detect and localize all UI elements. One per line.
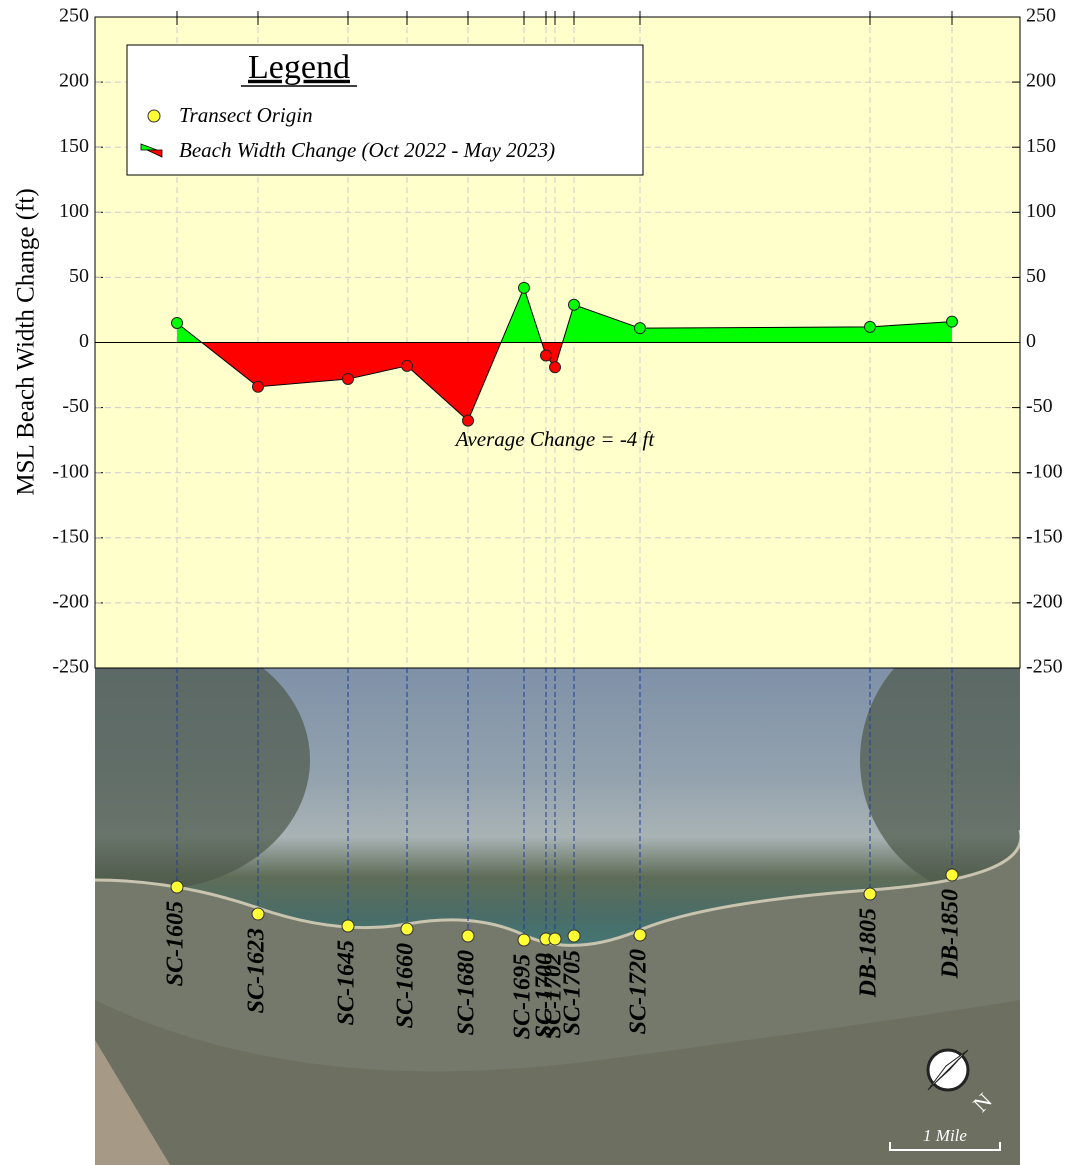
y-tick-label: 100 (59, 200, 89, 222)
point (635, 323, 646, 334)
transect-label: DB-1805 (856, 908, 882, 998)
point (519, 282, 530, 293)
map (0, 620, 1088, 1165)
y2-tick-label: 150 (1026, 135, 1056, 157)
point (402, 360, 413, 371)
y-tick-label: 150 (59, 135, 89, 157)
y-tick-label: 200 (59, 70, 89, 92)
legend-label: Transect Origin (179, 103, 313, 127)
y2-tick-label: 50 (1026, 265, 1046, 287)
transect-origin (462, 930, 474, 942)
y2-tick-label: 0 (1026, 330, 1036, 352)
transect-origin (634, 929, 646, 941)
point (343, 373, 354, 384)
point (865, 321, 876, 332)
transect-label: SC-1645 (334, 940, 360, 1025)
annotation: Average Change = -4 ft (454, 427, 656, 451)
transect-label: SC-1705 (560, 950, 586, 1035)
legend: Legend Transect Origin Beach Width Chang… (127, 45, 643, 175)
y-tick-label: -150 (52, 525, 89, 547)
transect-label: DB-1850 (938, 889, 964, 979)
transect-origin (946, 869, 958, 881)
y-tick-label: -50 (62, 395, 89, 417)
chart: MSL Beach Width Change (ft) Legend Trans… (0, 0, 1088, 1165)
legend-origin-symbol (148, 110, 160, 122)
transect-origin (252, 908, 264, 920)
point (947, 316, 958, 327)
point (172, 317, 183, 328)
y2-tick-label: -200 (1026, 590, 1063, 612)
point (541, 350, 552, 361)
y2-tick-label: -100 (1026, 460, 1063, 482)
transect-origin (401, 923, 413, 935)
transect-origin (342, 920, 354, 932)
y-tick-label: -250 (52, 656, 89, 678)
y2-tick-label: 100 (1026, 200, 1056, 222)
point (550, 362, 561, 373)
transect-label: SC-1720 (626, 949, 652, 1034)
y2-tick-label: -150 (1026, 525, 1063, 547)
transect-label: SC-1660 (393, 943, 419, 1028)
transect-origin (864, 888, 876, 900)
transect-label: SC-1605 (163, 901, 189, 986)
y-tick-label: -100 (52, 460, 89, 482)
scale-label: 1 Mile (923, 1126, 967, 1145)
y-tick-label: 250 (59, 5, 89, 27)
transect-origin (568, 930, 580, 942)
y-axis-label: MSL Beach Width Change (ft) (13, 188, 40, 495)
point (569, 299, 580, 310)
transect-label: SC-1680 (454, 950, 480, 1035)
deep-water (0, 630, 310, 890)
point (463, 415, 474, 426)
y-tick-label: -200 (52, 590, 89, 612)
transect-origin (549, 933, 561, 945)
transect-label: SC-1623 (244, 928, 270, 1013)
y2-tick-label: -50 (1026, 395, 1053, 417)
legend-label: Beach Width Change (Oct 2022 - May 2023) (179, 138, 555, 162)
y2-tick-label: 200 (1026, 70, 1056, 92)
y-tick-label: 50 (69, 265, 89, 287)
transect-origin (171, 881, 183, 893)
y-tick-label: 0 (79, 330, 89, 352)
area-segment (640, 327, 870, 343)
point (253, 381, 264, 392)
y2-tick-label: -250 (1026, 656, 1063, 678)
transect-origin (518, 934, 530, 946)
legend-title: Legend (248, 49, 350, 86)
y2-tick-label: 250 (1026, 5, 1056, 27)
